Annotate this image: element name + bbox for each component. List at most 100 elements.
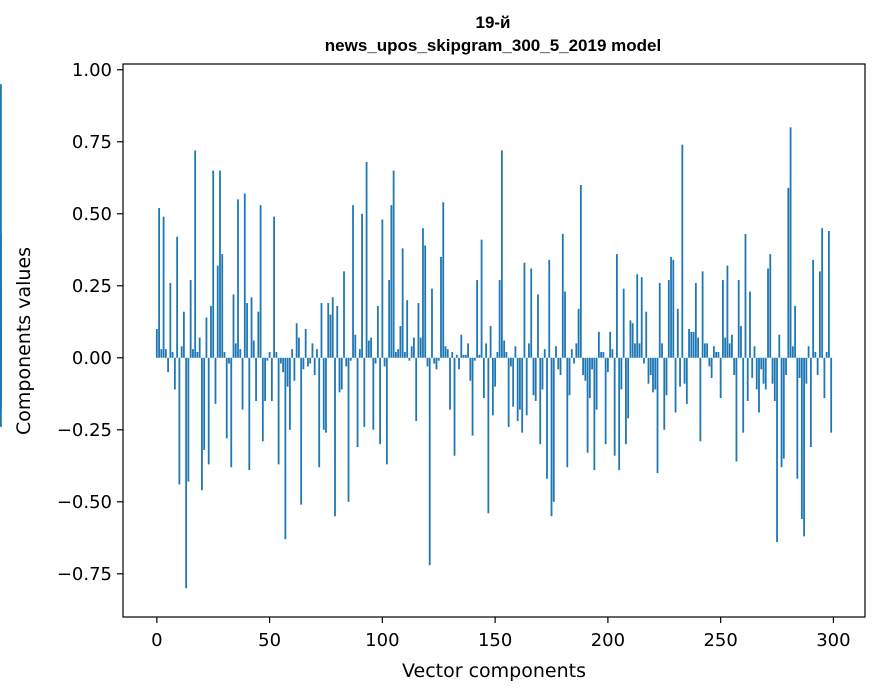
bar bbox=[469, 357, 472, 381]
bar bbox=[634, 343, 636, 358]
bar bbox=[259, 205, 262, 358]
bar bbox=[618, 357, 621, 471]
bar bbox=[476, 280, 478, 358]
bar bbox=[532, 357, 535, 396]
bar bbox=[307, 357, 309, 367]
bar bbox=[374, 357, 377, 364]
bar bbox=[417, 303, 420, 358]
bar bbox=[755, 357, 758, 390]
bar bbox=[340, 357, 343, 390]
bar bbox=[627, 357, 630, 419]
bar bbox=[764, 357, 767, 390]
bar bbox=[424, 245, 427, 358]
bar bbox=[500, 150, 503, 358]
bar bbox=[343, 271, 345, 358]
bar bbox=[597, 331, 600, 358]
bar bbox=[275, 352, 278, 358]
bar bbox=[471, 357, 474, 436]
bar bbox=[451, 352, 454, 358]
bar bbox=[385, 357, 388, 465]
bar bbox=[248, 357, 251, 471]
bar bbox=[548, 259, 551, 358]
bar bbox=[225, 357, 228, 439]
bar bbox=[167, 357, 169, 373]
bar bbox=[413, 337, 415, 358]
bar bbox=[785, 357, 787, 376]
bar bbox=[670, 256, 672, 358]
bar bbox=[710, 357, 713, 378]
bar bbox=[798, 357, 801, 378]
bar bbox=[652, 357, 654, 393]
bar bbox=[737, 280, 740, 358]
bar bbox=[625, 357, 627, 445]
bar bbox=[440, 256, 442, 358]
x-axis-ticks: 0 50 100 150 200 250 300 bbox=[151, 617, 851, 651]
bar bbox=[699, 357, 702, 442]
bar bbox=[753, 346, 756, 358]
bar bbox=[155, 328, 158, 358]
bar bbox=[683, 357, 686, 384]
bar bbox=[818, 271, 821, 358]
bar bbox=[331, 297, 334, 358]
bar bbox=[654, 357, 657, 390]
bar bbox=[232, 294, 235, 358]
bar bbox=[478, 354, 481, 358]
bar bbox=[345, 357, 348, 367]
bar bbox=[505, 352, 508, 358]
bar bbox=[408, 357, 411, 361]
bar bbox=[690, 331, 693, 358]
bar bbox=[399, 326, 402, 358]
bar bbox=[467, 343, 469, 358]
bar bbox=[356, 357, 359, 448]
bar bbox=[805, 357, 808, 384]
bar bbox=[279, 357, 282, 364]
bar bbox=[381, 219, 384, 358]
bar bbox=[692, 331, 695, 358]
bar bbox=[559, 357, 562, 376]
bar bbox=[561, 233, 564, 358]
bar bbox=[663, 357, 666, 430]
bar bbox=[268, 352, 271, 358]
bar bbox=[304, 328, 307, 358]
x-tick-label: 0 bbox=[151, 630, 162, 651]
bar bbox=[322, 357, 325, 430]
bar bbox=[647, 357, 650, 384]
bar bbox=[205, 317, 208, 358]
x-tick-label: 250 bbox=[703, 630, 737, 651]
bar bbox=[214, 357, 217, 404]
bar bbox=[697, 337, 699, 358]
x-tick-label: 200 bbox=[591, 630, 625, 651]
bar bbox=[367, 340, 370, 358]
bar bbox=[298, 337, 300, 358]
bar bbox=[464, 354, 467, 358]
bar bbox=[791, 346, 794, 358]
bar bbox=[198, 337, 201, 358]
y-axis-ticks: 1.00 0.75 0.50 0.25 0.00 −0.25 −0.50 −0.75 bbox=[57, 60, 123, 585]
bar bbox=[672, 259, 675, 358]
bar bbox=[187, 357, 190, 482]
bar bbox=[347, 357, 350, 502]
bar bbox=[658, 282, 661, 358]
bar bbox=[282, 357, 285, 373]
bar bbox=[288, 357, 291, 430]
bar bbox=[239, 349, 242, 358]
bar bbox=[715, 352, 718, 358]
bar bbox=[742, 357, 745, 433]
y-tick-label: −0.50 bbox=[57, 492, 112, 513]
bar bbox=[776, 357, 778, 543]
bar bbox=[573, 357, 575, 364]
bar bbox=[767, 268, 769, 358]
bar bbox=[196, 352, 199, 358]
bar bbox=[250, 297, 253, 358]
bar bbox=[406, 300, 409, 358]
bar bbox=[825, 352, 828, 358]
bar bbox=[455, 354, 458, 358]
bar bbox=[246, 303, 248, 358]
bar bbox=[480, 239, 483, 358]
bar bbox=[769, 254, 772, 358]
bar bbox=[611, 349, 614, 358]
bar bbox=[528, 343, 530, 358]
bar bbox=[300, 357, 303, 505]
y-tick-label: 0.50 bbox=[72, 204, 112, 225]
bar bbox=[192, 349, 194, 358]
